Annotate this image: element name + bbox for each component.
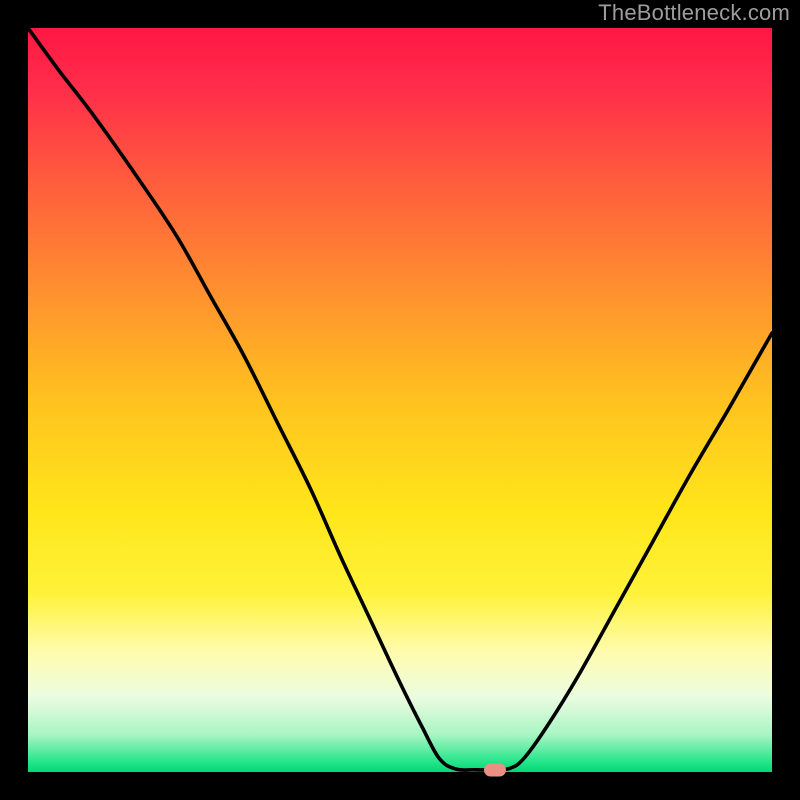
watermark-text: TheBottleneck.com (598, 0, 790, 26)
chart-stage: TheBottleneck.com (0, 0, 800, 800)
curve-svg (28, 28, 772, 772)
bottleneck-curve (28, 28, 772, 770)
plot-area (28, 28, 772, 772)
optimum-marker (484, 763, 506, 776)
